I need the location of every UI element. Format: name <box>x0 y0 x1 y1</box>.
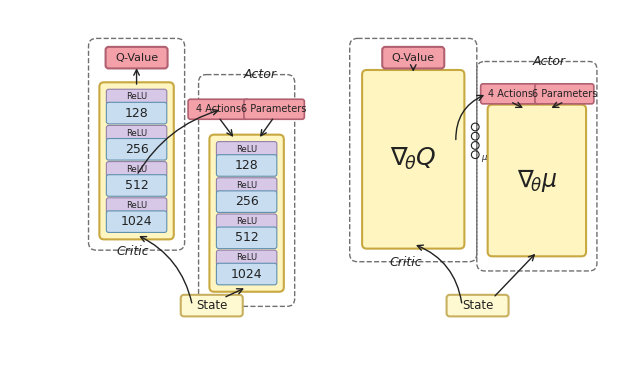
FancyBboxPatch shape <box>188 99 248 119</box>
Text: ReLU: ReLU <box>236 181 257 190</box>
Text: Q-Value: Q-Value <box>115 53 158 63</box>
FancyBboxPatch shape <box>244 99 305 119</box>
FancyBboxPatch shape <box>106 198 167 213</box>
Text: $\nabla_{\!\theta}Q$: $\nabla_{\!\theta}Q$ <box>390 146 436 172</box>
FancyBboxPatch shape <box>216 178 277 193</box>
Text: $\mu$: $\mu$ <box>481 153 488 164</box>
FancyBboxPatch shape <box>216 191 277 212</box>
Text: 6 Parameters: 6 Parameters <box>241 104 307 114</box>
Text: Actor: Actor <box>532 55 566 68</box>
Text: ReLU: ReLU <box>126 201 147 210</box>
Text: 1024: 1024 <box>121 215 152 228</box>
Text: State: State <box>196 299 227 312</box>
Text: ReLU: ReLU <box>236 145 257 154</box>
FancyBboxPatch shape <box>216 214 277 229</box>
FancyBboxPatch shape <box>535 84 594 104</box>
Text: 1024: 1024 <box>231 268 262 281</box>
FancyBboxPatch shape <box>209 135 284 292</box>
FancyBboxPatch shape <box>106 126 167 141</box>
FancyBboxPatch shape <box>216 263 277 285</box>
FancyBboxPatch shape <box>99 82 174 239</box>
FancyBboxPatch shape <box>106 211 167 233</box>
FancyBboxPatch shape <box>488 105 586 256</box>
Text: ReLU: ReLU <box>126 92 147 101</box>
FancyBboxPatch shape <box>382 47 444 69</box>
Text: ReLU: ReLU <box>126 165 147 174</box>
Text: 256: 256 <box>235 195 259 208</box>
Text: ReLU: ReLU <box>236 217 257 226</box>
Text: 512: 512 <box>125 179 148 192</box>
Text: 4 Actions: 4 Actions <box>196 104 241 114</box>
FancyBboxPatch shape <box>447 295 509 316</box>
Text: Critic: Critic <box>116 245 149 258</box>
Text: ReLU: ReLU <box>236 253 257 262</box>
Text: 256: 256 <box>125 143 148 156</box>
Text: 6 Parameters: 6 Parameters <box>532 89 597 99</box>
FancyBboxPatch shape <box>106 175 167 196</box>
FancyBboxPatch shape <box>106 89 167 105</box>
Text: ReLU: ReLU <box>126 128 147 138</box>
Text: 128: 128 <box>125 107 148 120</box>
FancyBboxPatch shape <box>106 162 167 177</box>
FancyBboxPatch shape <box>216 142 277 157</box>
FancyBboxPatch shape <box>106 47 168 69</box>
Text: Q-Value: Q-Value <box>392 53 435 63</box>
FancyBboxPatch shape <box>106 102 167 124</box>
FancyBboxPatch shape <box>481 84 540 104</box>
Text: Critic: Critic <box>389 256 422 269</box>
Text: $\nabla_{\!\theta}\mu$: $\nabla_{\!\theta}\mu$ <box>517 167 557 194</box>
FancyBboxPatch shape <box>216 250 277 266</box>
Text: 4 Actions: 4 Actions <box>488 89 532 99</box>
Text: State: State <box>462 299 493 312</box>
FancyBboxPatch shape <box>362 70 465 249</box>
FancyBboxPatch shape <box>106 138 167 160</box>
Text: Actor: Actor <box>244 68 277 81</box>
FancyBboxPatch shape <box>216 155 277 176</box>
FancyBboxPatch shape <box>216 227 277 249</box>
Text: 512: 512 <box>235 231 259 244</box>
FancyBboxPatch shape <box>180 295 243 316</box>
Text: 128: 128 <box>235 159 259 172</box>
